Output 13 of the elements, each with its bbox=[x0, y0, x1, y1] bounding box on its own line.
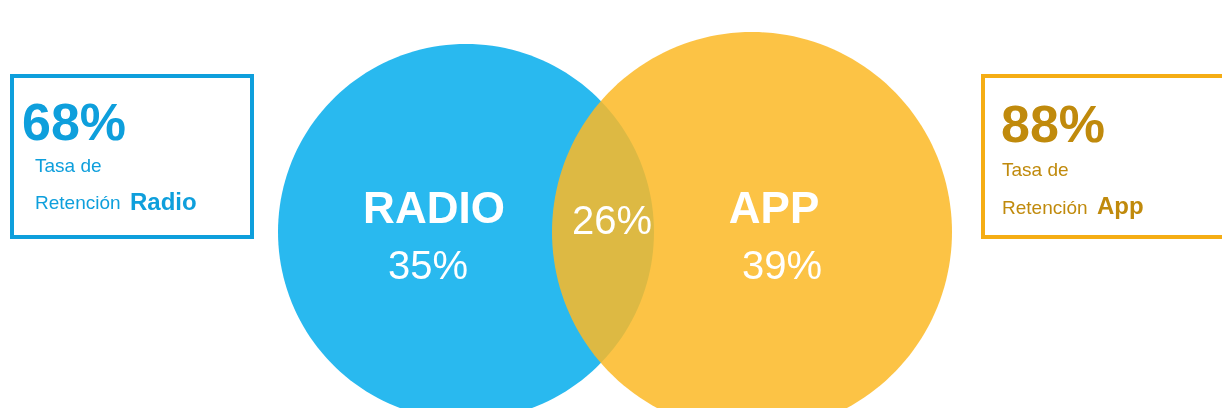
text: Retención bbox=[1002, 197, 1088, 218]
text: Retención bbox=[35, 192, 121, 213]
text: Radio bbox=[130, 188, 197, 215]
data-label: 39% bbox=[741, 243, 823, 287]
data-label: 35% bbox=[387, 243, 469, 287]
category-label: RADIO bbox=[363, 183, 505, 232]
text: 26% bbox=[571, 198, 653, 242]
text: 68% bbox=[22, 93, 127, 151]
text: App bbox=[1097, 192, 1144, 219]
text: Tasa de bbox=[35, 155, 102, 176]
text: Tasa de bbox=[1002, 159, 1069, 180]
text: 88% bbox=[1001, 95, 1106, 153]
category-label: APP bbox=[728, 183, 820, 232]
